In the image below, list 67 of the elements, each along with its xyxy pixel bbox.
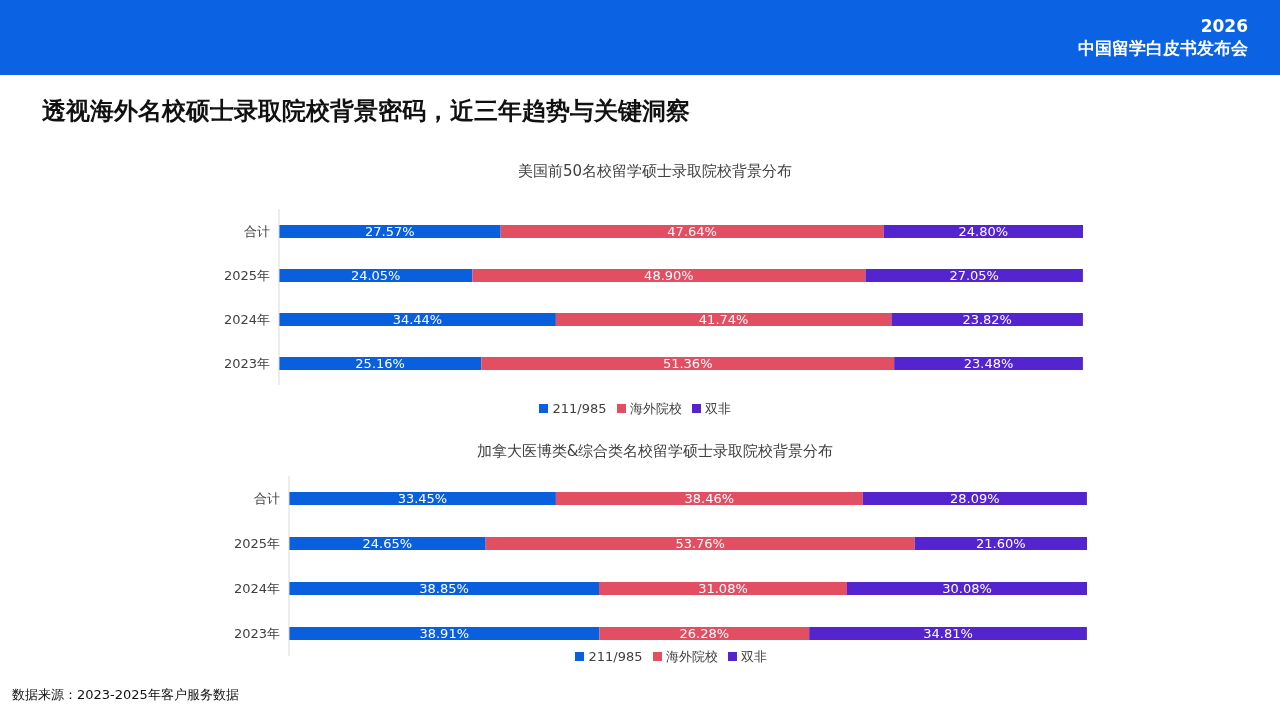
y-tick-label: 合计 (254, 491, 280, 507)
data-label: 33.45% (397, 491, 448, 507)
bar (289, 627, 600, 640)
data-label: 31.08% (698, 581, 748, 597)
legend-label: 双非 (740, 649, 767, 664)
bar (599, 627, 810, 640)
data-label: 30.08% (942, 581, 992, 597)
bar (279, 313, 556, 326)
bar (891, 313, 1083, 326)
data-label: 26.28% (679, 626, 730, 642)
bar (289, 492, 556, 505)
data-label: 25.16% (355, 356, 405, 372)
bar (279, 357, 482, 370)
data-label: 23.48% (963, 356, 1014, 372)
bar (598, 582, 847, 595)
data-label: 51.36% (662, 356, 713, 372)
bar (555, 313, 892, 326)
text: 透视海外名校硕士录取院校背景密码，近三年趋势与关键洞察 (42, 96, 690, 127)
data-label: 27.57% (365, 224, 415, 240)
data-label: 21.60% (976, 536, 1026, 552)
bar (809, 627, 1087, 640)
bar (289, 537, 486, 550)
data-label: 38.91% (419, 626, 470, 642)
legend-label: 211/985 (552, 401, 607, 416)
data-label: 38.46% (684, 491, 735, 507)
y-tick-label: 2024年 (223, 311, 270, 327)
bar (862, 492, 1087, 505)
bar (472, 269, 866, 282)
legend-label: 211/985 (588, 649, 643, 664)
data-label: 24.80% (958, 224, 1009, 240)
bar (289, 582, 599, 595)
bar (865, 269, 1083, 282)
data-label: 24.05% (350, 268, 401, 284)
data-label: 41.74% (698, 312, 749, 328)
y-tick-label: 2025年 (233, 536, 280, 552)
bar (500, 225, 884, 238)
data-label: 34.44% (392, 312, 443, 328)
bar (485, 537, 915, 550)
text: 中国留学白皮书发布会 (1078, 37, 1248, 59)
source-note: 数据来源：2023-2025年客户服务数据 (12, 686, 239, 704)
bar (883, 225, 1083, 238)
data-label: 27.05% (949, 268, 999, 284)
data-label: 34.81% (923, 626, 973, 642)
y-tick-label: 2023年 (223, 355, 270, 371)
bar (894, 357, 1083, 370)
y-tick-label: 2024年 (233, 581, 280, 597)
bar (846, 582, 1087, 595)
data-label: 48.90% (644, 268, 694, 284)
legend-label: 海外院校 (629, 401, 682, 416)
bar (481, 357, 895, 370)
y-tick-label: 合计 (244, 223, 270, 239)
data-label: 23.82% (962, 312, 1012, 328)
text: 2026 (1199, 15, 1248, 37)
bar (279, 225, 501, 238)
data-label: 47.64% (667, 224, 717, 240)
chart-title: 美国前50名校留学硕士录取院校背景分布 (516, 161, 794, 182)
legend-label: 双非 (704, 401, 731, 416)
y-tick-label: 2025年 (223, 267, 270, 283)
data-label: 53.76% (675, 536, 725, 552)
data-label: 38.85% (419, 581, 469, 597)
bar (279, 269, 473, 282)
data-label: 28.09% (950, 491, 1000, 507)
y-tick-label: 2023年 (233, 626, 280, 642)
legend-label: 海外院校 (665, 649, 718, 664)
chart-title: 加拿大医博类&综合类名校留学硕士录取院校背景分布 (475, 441, 835, 462)
bar (555, 492, 863, 505)
data-label: 24.65% (362, 536, 413, 552)
